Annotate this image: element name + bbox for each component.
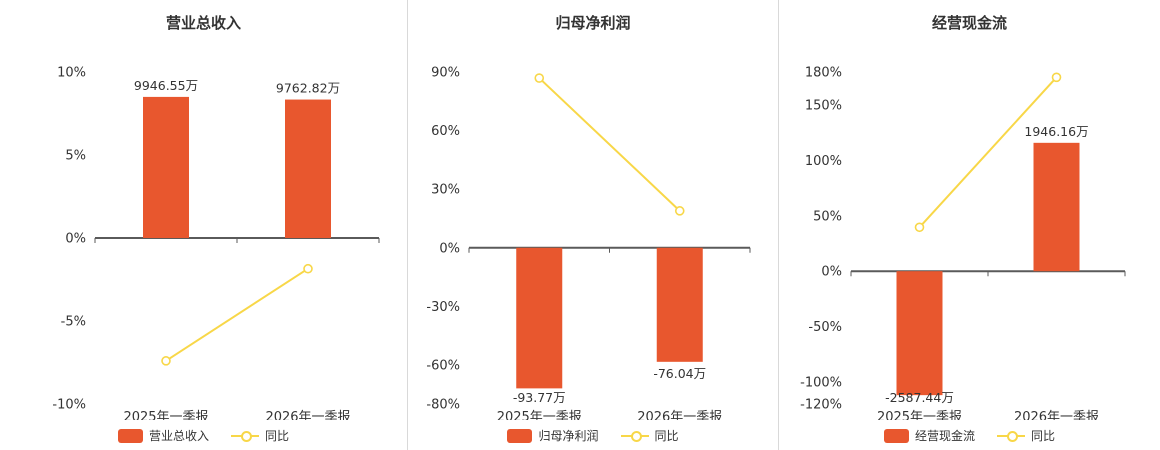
x-category-label: 2026年一季报: [637, 410, 722, 420]
legend-net-profit: 归母净利润 同比: [408, 427, 778, 444]
y-axis-tick-label: 100%: [805, 154, 842, 169]
line-swatch-icon: [231, 430, 259, 442]
bar-value-label: 9946.55万: [134, 78, 198, 93]
bar[interactable]: [285, 99, 331, 238]
panel-cash-flow: 经营现金流 180% 150% 100% 50% 0% -50% -100% -120% -25…: [778, 0, 1160, 450]
y-axis-tick-label: 0%: [821, 265, 842, 280]
y-axis-tick-label: -10%: [52, 398, 86, 413]
cash-flow-chart: 180% 150% 100% 50% 0% -50% -100% -120% -2587.44万…: [800, 66, 1126, 420]
y-axis-tick-label: -80%: [426, 398, 460, 413]
bar-swatch-icon: [883, 428, 909, 443]
line-swatch-icon: [620, 430, 649, 442]
bar[interactable]: [143, 96, 189, 239]
x-category-label: 2025年一季报: [877, 410, 962, 420]
y-axis-tick-label: 30%: [431, 183, 460, 198]
y-axis-tick-label: 10%: [57, 66, 86, 81]
y-axis-tick-label: 150%: [805, 99, 842, 114]
legend-bar-label: 归母净利润: [538, 429, 599, 443]
legend-item-line[interactable]: 同比: [997, 427, 1055, 444]
bar-value-label: 1946.16万: [1024, 124, 1088, 139]
legend-item-bar[interactable]: 归母净利润: [507, 427, 599, 444]
bar[interactable]: [1033, 142, 1080, 272]
y-axis-tick-label: -30%: [426, 300, 460, 315]
yoy-point[interactable]: [674, 206, 685, 216]
y-axis-tick-label: -5%: [61, 315, 86, 330]
legend-bar-label: 营业总收入: [148, 429, 209, 443]
net-profit-chart: 90% 60% 30% 0% -30% -60% -80% -93.77万 2025年一季报 -7…: [426, 66, 751, 420]
bar-value-label: -93.77万: [513, 390, 566, 405]
legend-revenue: 营业总收入 同比: [0, 427, 407, 444]
bar-swatch-icon: [117, 428, 143, 443]
panel-net-profit: 归母净利润 90% 60% 30% 0% -30% -60% -80% -93.77万 2025…: [407, 0, 778, 450]
x-category-label: 2025年一季报: [497, 410, 582, 420]
legend-cash-flow: 经营现金流 同比: [779, 427, 1160, 444]
y-axis-tick-label: 0%: [65, 232, 86, 247]
y-axis-tick-label: 90%: [431, 66, 460, 81]
legend-item-line[interactable]: 同比: [231, 427, 289, 444]
y-axis-tick-label: 180%: [805, 66, 842, 81]
legend-bar-label: 经营现金流: [914, 429, 975, 443]
y-axis-tick-label: -120%: [800, 398, 842, 413]
chart-title-revenue: 营业总收入: [165, 14, 241, 32]
legend-item-bar[interactable]: 营业总收入: [117, 427, 209, 444]
bar[interactable]: [516, 247, 563, 389]
legend-line-label: 同比: [654, 429, 679, 443]
revenue-chart: 10% 5% 0% -5% -10% 9946.55万 2025年一季报 9762.82万 20…: [52, 66, 380, 420]
yoy-point[interactable]: [534, 73, 545, 83]
bar[interactable]: [656, 247, 703, 362]
y-axis-tick-label: 50%: [813, 209, 842, 224]
legend-line-label: 同比: [265, 429, 290, 443]
yoy-point[interactable]: [161, 356, 171, 366]
x-category-label: 2026年一季报: [1014, 410, 1099, 420]
y-axis-tick-label: -60%: [426, 358, 460, 373]
legend-line-label: 同比: [1031, 429, 1056, 443]
bar-value-label: 9762.82万: [276, 81, 340, 96]
legend-item-bar[interactable]: 经营现金流: [883, 427, 975, 444]
yoy-point[interactable]: [303, 263, 313, 274]
line-swatch-icon: [997, 430, 1025, 442]
yoy-point[interactable]: [1051, 72, 1062, 83]
yoy-trend-line[interactable]: [918, 76, 1058, 228]
yoy-point[interactable]: [914, 222, 925, 233]
bar-swatch-icon: [507, 428, 533, 443]
legend-item-line[interactable]: 同比: [620, 427, 679, 444]
yoy-trend-line[interactable]: [165, 267, 309, 362]
y-axis-tick-label: -100%: [800, 375, 842, 390]
y-axis-tick-label: -50%: [808, 320, 842, 335]
y-axis-tick-label: 5%: [65, 149, 86, 164]
yoy-trend-line[interactable]: [538, 77, 681, 212]
chart-title-net-profit: 归母净利润: [555, 14, 631, 32]
panel-revenue: 营业总收入 10% 5% 0% -5% -10% 9946.55万 2025年一季报 9762…: [0, 0, 407, 450]
y-axis-tick-label: 0%: [439, 241, 460, 256]
x-category-label: 2026年一季报: [265, 410, 350, 420]
bar[interactable]: [896, 271, 943, 396]
chart-title-cash-flow: 经营现金流: [931, 14, 1007, 32]
y-axis-tick-label: 60%: [431, 124, 460, 139]
bar-value-label: -2587.44万: [885, 390, 954, 405]
x-category-label: 2025年一季报: [123, 410, 208, 420]
bar-value-label: -76.04万: [653, 366, 706, 381]
